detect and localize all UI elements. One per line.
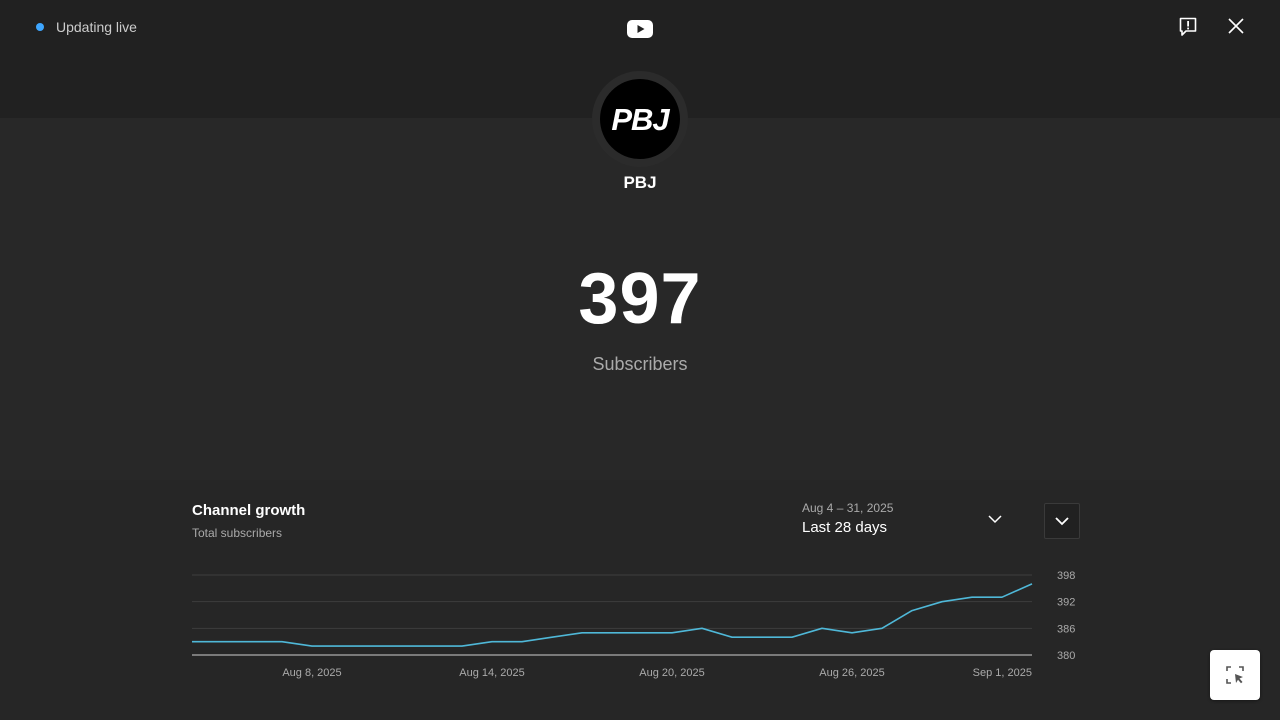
- x-tick-label: Aug 20, 2025: [639, 667, 704, 679]
- date-range-dropdown[interactable]: Aug 4 – 31, 2025 Last 28 days: [802, 500, 1012, 542]
- y-tick-label: 392: [1057, 597, 1075, 609]
- select-area-button[interactable]: [1210, 650, 1260, 700]
- series-line: [192, 583, 1033, 647]
- chevron-down-icon: [988, 515, 1002, 524]
- subscriber-growth-chart: 398 392 386 380 Aug 8, 2025 Aug 14, 2025 Aug 2…: [192, 570, 1075, 679]
- x-tick-label: Aug 8, 2025: [282, 667, 341, 679]
- channel-avatar: PBJ: [592, 71, 688, 167]
- date-range-text: Aug 4 – 31, 2025: [802, 501, 894, 515]
- youtube-icon: [627, 20, 653, 38]
- y-tick-label: 398: [1057, 570, 1075, 582]
- range-label: Last 28 days: [802, 519, 888, 536]
- live-dot-icon: [36, 23, 44, 31]
- live-status-text: Updating live: [56, 19, 137, 35]
- x-tick-label: Sep 1, 2025: [973, 667, 1032, 679]
- report-flag-icon: [1179, 17, 1197, 36]
- close-icon: [1228, 18, 1244, 34]
- report-button[interactable]: [1174, 13, 1202, 41]
- x-tick-label: Aug 26, 2025: [819, 667, 884, 679]
- collapse-panel-button[interactable]: [1044, 503, 1080, 539]
- subscriber-count: 397: [578, 259, 702, 339]
- select-area-icon: [1226, 666, 1244, 684]
- subscriber-label: Subscribers: [592, 354, 688, 374]
- y-tick-label: 386: [1057, 623, 1075, 635]
- growth-title: Channel growth: [192, 502, 306, 519]
- avatar-text: PBJ: [611, 102, 670, 137]
- avatar-logo: PBJ: [600, 79, 680, 159]
- y-tick-label: 380: [1057, 650, 1075, 662]
- close-button[interactable]: [1222, 12, 1250, 40]
- live-indicator: Updating live: [36, 19, 137, 35]
- x-tick-label: Aug 14, 2025: [459, 667, 524, 679]
- channel-name: PBJ: [623, 173, 657, 192]
- chevron-down-icon: [1055, 517, 1069, 526]
- growth-subtitle: Total subscribers: [192, 526, 283, 540]
